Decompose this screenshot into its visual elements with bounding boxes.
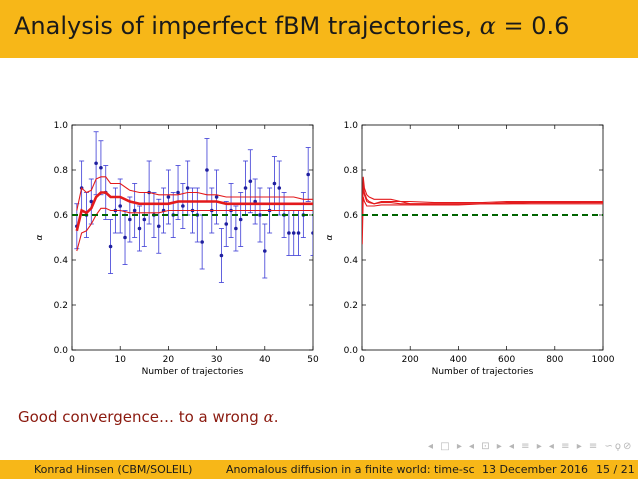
- footer-talk-title: Anomalous diffusion in a finite world: t…: [226, 463, 475, 476]
- chart2-xtick-label: 800: [546, 355, 563, 365]
- chart1-ytick-label: 0.6: [54, 211, 69, 221]
- chart1-data-point: [291, 231, 296, 235]
- chart2-x-axis-label: Number of trajectories: [432, 367, 534, 377]
- chart2-ytick-label: 0.8: [344, 166, 359, 176]
- chart1-ytick-label: 0.4: [54, 256, 69, 266]
- chart2-estimate-line: [362, 187, 603, 216]
- chart1-data-point: [99, 165, 103, 170]
- chart1-group: 0.0 0.2 0.4 0.6 0.8 1.0 0 10 20 30 40 50 Number of t…: [35, 121, 319, 377]
- chart1-data-point: [205, 168, 209, 172]
- slide-caption: Good convergence… to a wrong α.: [18, 408, 279, 426]
- chart2-ytick-label: 0.0: [344, 346, 359, 356]
- chart2-ytick-label: 0.4: [344, 256, 359, 266]
- chart1-y-axis-label: α: [35, 234, 45, 240]
- chart1-data-point: [214, 195, 219, 199]
- chart1-estimate-line: [75, 191, 313, 232]
- chart1-data-point: [296, 231, 301, 235]
- chart1-data-point: [238, 217, 243, 222]
- chart1-data-point: [272, 181, 277, 186]
- chart1-data-point: [287, 231, 291, 235]
- chart1-data-point: [132, 208, 137, 213]
- chart1-data-point: [311, 231, 313, 235]
- slide-title: Analysis of imperfect fBM trajectories, …: [14, 12, 569, 40]
- chart1-data-point: [263, 249, 267, 253]
- chart1-data-point: [248, 179, 253, 184]
- chart1-data-point: [118, 204, 122, 208]
- chart1-data-point: [253, 199, 257, 204]
- chart1-plot-frame: [71, 124, 314, 351]
- chart1-data-point: [89, 199, 94, 204]
- chart1-xtick-label: 10: [114, 355, 126, 365]
- chart2-plot-frame: [361, 124, 604, 351]
- chart1-data-point: [181, 204, 185, 208]
- title-alpha-symbol: α: [479, 12, 496, 40]
- chart2-plot-content: [362, 176, 603, 245]
- title-equals: =: [503, 12, 524, 40]
- footer-page-number: 15 / 21: [596, 463, 635, 476]
- chart1-x-axis-label: Number of trajectories: [142, 367, 244, 377]
- chart2-ytick-label: 0.2: [344, 301, 358, 311]
- chart1-ytick-label: 0.2: [54, 301, 68, 311]
- chart1-data-point: [128, 217, 132, 222]
- footer-date: 13 December 2016: [482, 463, 589, 476]
- chart1-data-point: [156, 224, 161, 229]
- chart1-xtick-label: 20: [163, 355, 175, 365]
- chart1-estimate-line: [76, 176, 313, 211]
- chart2-xtick-label: 400: [450, 355, 467, 365]
- footer-bar: Konrad Hinsen (CBM/SOLEIL) Anomalous dif…: [0, 460, 638, 479]
- chart1-data-point: [234, 226, 238, 231]
- chart2-xtick-label: 200: [402, 355, 419, 365]
- chart1-data-point: [108, 244, 113, 249]
- chart1-xtick-label: 0: [69, 355, 75, 365]
- chart1-data-point: [142, 217, 147, 222]
- chart2-group: 0.0 0.2 0.4 0.6 0.8 1.0 0 200 400 600 800 1000 Numbe…: [325, 121, 615, 377]
- charts-area: 0.0 0.2 0.4 0.6 0.8 1.0 0 10 20 30 40 50 Number of t…: [35, 121, 615, 377]
- chart2-xtick-label: 600: [498, 355, 515, 365]
- chart1-data-point: [243, 186, 248, 190]
- chart1-data-point: [219, 253, 224, 258]
- chart1-data-point: [200, 240, 204, 244]
- chart1-data-point: [137, 226, 142, 231]
- chart1-xtick-label: 30: [211, 355, 223, 365]
- chart1-data-point: [123, 235, 127, 240]
- chart1-ytick-label: 0.8: [54, 166, 69, 176]
- title-alpha-value: 0.6: [531, 12, 570, 40]
- chart2-estimate-line: [362, 196, 603, 245]
- title-banner: Analysis of imperfect fBM trajectories, …: [0, 0, 638, 58]
- chart1-plot-content: [72, 131, 313, 283]
- chart2-xtick-label: 1000: [592, 355, 615, 365]
- footer-author: Konrad Hinsen (CBM/SOLEIL): [34, 463, 193, 476]
- chart1-data-point: [277, 186, 282, 190]
- chart1-xtick-label: 40: [259, 355, 271, 365]
- chart2-xtick-label: 0: [359, 355, 365, 365]
- chart2-estimate-line: [362, 176, 603, 220]
- caption-alpha-symbol: α: [263, 408, 274, 426]
- chart1-ytick-label: 0.0: [54, 346, 69, 356]
- beamer-navigation-icons[interactable]: ◂ □ ▸ ◂ ⊡ ▸ ◂ ≡ ▸ ◂ ≡ ▸ ≡ ∽ϙ⊘: [428, 441, 634, 452]
- chart1-data-point: [306, 172, 310, 177]
- chart1-data-point: [185, 186, 190, 190]
- chart1-xtick-label: 50: [307, 355, 319, 365]
- chart2-y-axis-label: α: [325, 234, 335, 240]
- chart1-data-point: [176, 190, 180, 195]
- chart1-data-point: [166, 195, 171, 199]
- caption-period: .: [273, 408, 279, 426]
- chart1-data-point: [258, 213, 262, 217]
- caption-text: Good convergence… to a wrong: [18, 408, 259, 426]
- slide-title-text: Analysis of imperfect fBM trajectories,: [14, 12, 473, 40]
- chart2-ytick-label: 1.0: [344, 121, 359, 131]
- chart2-ytick-label: 0.6: [344, 211, 359, 221]
- chart1-estimate-line: [76, 207, 313, 252]
- chart1-ytick-label: 1.0: [54, 121, 69, 131]
- chart1-data-point: [224, 222, 229, 226]
- chart1-data-point: [94, 161, 98, 166]
